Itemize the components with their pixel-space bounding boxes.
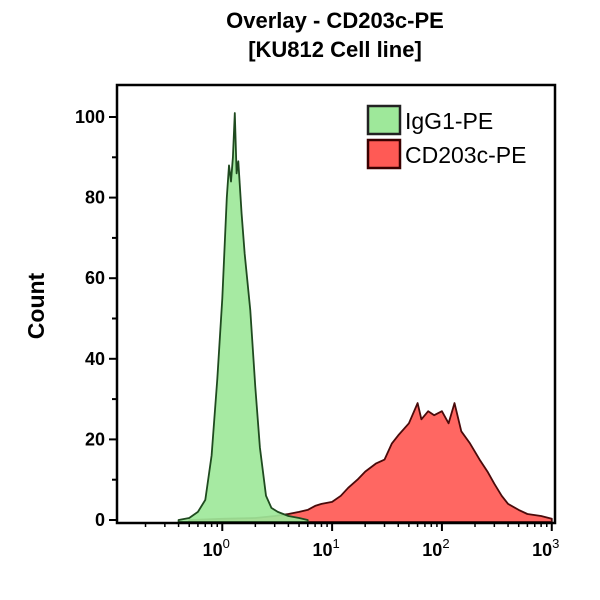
x-tick-exponent: 0: [223, 536, 230, 551]
y-tick-label: 80: [85, 188, 105, 208]
y-tick-label: 100: [75, 107, 105, 127]
x-tick-base: 10: [312, 540, 332, 560]
x-tick-exponent: 3: [552, 536, 559, 551]
chart-title: Overlay - CD203c-PE [KU812 Cell line]: [0, 6, 600, 64]
x-tick-label: 101: [312, 536, 339, 560]
legend-label: IgG1-PE: [405, 108, 493, 134]
x-tick-exponent: 2: [442, 536, 449, 551]
legend-swatch: [366, 104, 402, 136]
x-tick-base: 10: [422, 540, 442, 560]
y-tick-label: 0: [95, 510, 105, 530]
x-tick-base: 10: [203, 540, 223, 560]
x-tick-base: 10: [532, 540, 552, 560]
x-tick-label: 103: [532, 536, 559, 560]
series-area-igg1-pe: [177, 112, 309, 523]
x-tick-label: 100: [203, 536, 230, 560]
y-axis-label: Count: [23, 272, 49, 339]
series-areas: [177, 112, 553, 523]
y-tick-label: 20: [85, 429, 105, 449]
subtitle-line: [KU812 Cell line]: [248, 37, 422, 62]
x-axis: 100 101 102 103: [144, 523, 559, 560]
series-area-cd203c-pe: [188, 402, 553, 523]
y-tick-label: 60: [85, 268, 105, 288]
y-axis: 0 20 40 60 80 100: [75, 107, 117, 530]
x-tick-exponent: 1: [333, 536, 340, 551]
y-tick-label: 40: [85, 349, 105, 369]
x-tick-label: 102: [422, 536, 449, 560]
title-line: Overlay - CD203c-PE: [226, 8, 444, 33]
plot-frame: [115, 83, 557, 525]
legend: IgG1-PE CD203c-PE: [366, 104, 526, 170]
legend-label: CD203c-PE: [405, 142, 526, 168]
legend-swatch: [366, 138, 402, 170]
